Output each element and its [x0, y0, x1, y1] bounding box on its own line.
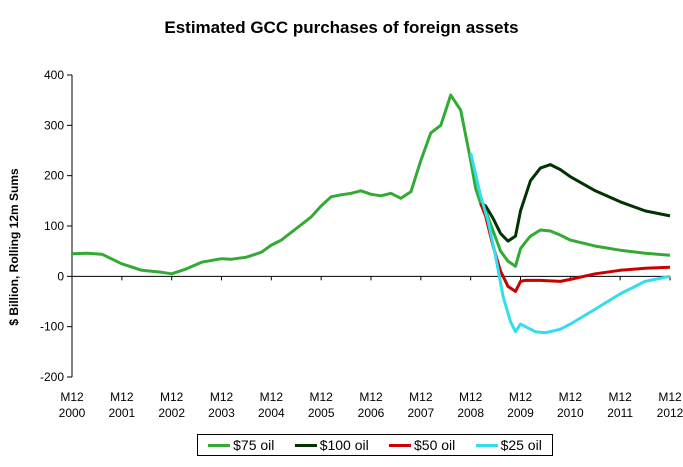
x-tick-label-month: M12: [210, 390, 234, 404]
y-tick-label: 100: [44, 219, 64, 233]
x-tick-label-year: 2000: [59, 406, 86, 420]
series-line-2: [479, 163, 671, 243]
legend-swatch: [389, 443, 412, 447]
y-axis-label-text: $ Billion, Rolling 12m Sums: [7, 168, 21, 326]
x-tick-label-year: 2007: [407, 406, 434, 420]
legend-item: $50 oil: [389, 437, 455, 453]
x-tick-label-year: 2011: [607, 406, 633, 420]
x-tick-label-month: M12: [60, 390, 84, 404]
x-tick-label-month: M12: [110, 390, 134, 404]
x-tick-label-year: 2001: [108, 406, 135, 420]
y-tick-label: -100: [40, 320, 64, 334]
x-tick-label-year: 2005: [308, 406, 335, 420]
legend-swatch: [294, 443, 317, 447]
x-tick-label-year: 2003: [208, 406, 235, 420]
legend-item: $100 oil: [294, 437, 369, 453]
x-tick-label-year: 2009: [507, 406, 534, 420]
y-tick-label: -200: [40, 370, 64, 384]
x-tick-label-year: 2004: [258, 406, 285, 420]
x-tick-label-month: M12: [409, 390, 433, 404]
x-tick-label-month: M12: [559, 390, 583, 404]
y-tick-label: 0: [57, 269, 64, 283]
legend-item: $25 oil: [475, 437, 542, 453]
legend-label: $25 oil: [500, 437, 542, 453]
x-tick-label-year: 2008: [457, 406, 484, 420]
x-tick-label-month: M12: [160, 390, 184, 404]
x-tick-label-year: 2012: [657, 406, 683, 420]
series-lines: [71, 93, 671, 335]
x-tick-label-year: 2002: [158, 406, 185, 420]
legend-label: $100 oil: [319, 437, 369, 453]
series-line-3: [479, 202, 671, 293]
legend-item: $75 oil: [208, 437, 274, 453]
x-tick-label-year: 2006: [358, 406, 385, 420]
chart-title: Estimated GCC purchases of foreign asset…: [164, 18, 519, 37]
y-tick-label: 200: [44, 169, 64, 183]
x-tick-label-month: M12: [260, 390, 284, 404]
axes: -200 -100 0 100 200 300 400 M12 2000 M12 2001 M12 20…: [40, 68, 683, 420]
x-tick-label-month: M12: [509, 390, 533, 404]
y-tick-label: 400: [44, 68, 64, 82]
series-line-1: [71, 93, 671, 276]
series-line-4: [469, 152, 671, 335]
x-tick-label-month: M12: [359, 390, 383, 404]
x-tick-label-month: M12: [309, 390, 333, 404]
legend: $75 oil $100 oil $50 oil $25 oil: [197, 434, 553, 456]
x-tick-label-year: 2010: [557, 406, 584, 420]
y-tick-label: 300: [44, 118, 64, 132]
x-tick-label-month: M12: [658, 390, 682, 404]
x-tick-label-month: M12: [608, 390, 632, 404]
legend-swatch: [208, 443, 231, 447]
legend-label: $50 oil: [414, 437, 456, 453]
x-tick-label-month: M12: [459, 390, 483, 404]
legend-label: $75 oil: [233, 437, 275, 453]
legend-swatch: [475, 443, 498, 447]
